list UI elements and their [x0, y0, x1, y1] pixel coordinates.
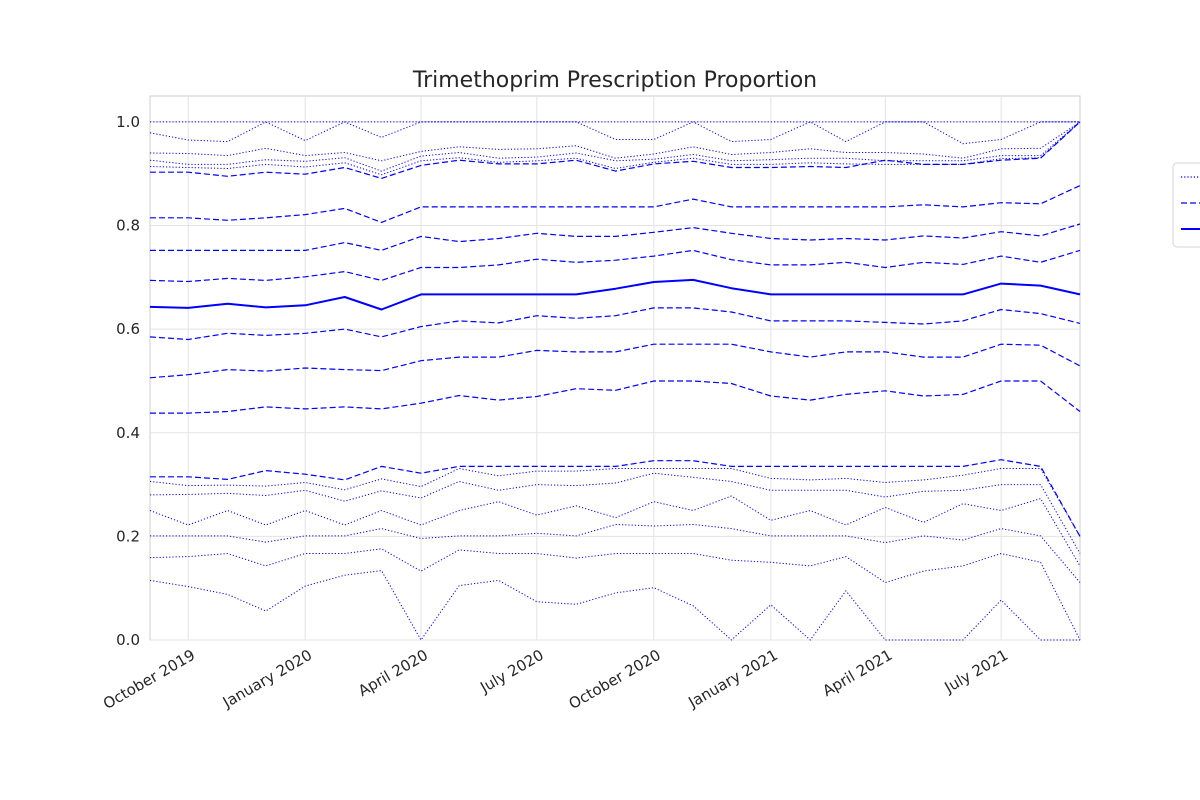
series-line-solid [149, 278, 1081, 311]
y-tick-label: 0.2 [116, 527, 140, 545]
series-line-dashed [150, 185, 1081, 223]
x-tick-label: January 2020 [219, 646, 315, 712]
series-line-dashed [149, 249, 1081, 283]
series-line-dotted [149, 121, 1081, 172]
y-tick-label: 0.0 [116, 631, 140, 649]
x-axis: October 2019 January 2020 April 2020 July 2… [100, 646, 1011, 713]
series-line-dotted [149, 570, 1080, 641]
x-tick-label: January 2021 [685, 646, 781, 712]
x-tick-label: April 2021 [819, 646, 895, 700]
series-line-dashed [150, 380, 1081, 414]
series-line-dashed [149, 343, 1081, 379]
series-line-dotted [149, 472, 1081, 554]
series-line-dotted [149, 121, 1081, 162]
series-line-dashed [149, 307, 1081, 341]
y-tick-label: 0.8 [116, 217, 140, 235]
y-tick-label: 1.0 [116, 113, 140, 131]
series-group [149, 121, 1081, 641]
x-tick-label: October 2019 [100, 646, 198, 713]
series-line-dashed [150, 121, 1081, 179]
series-line-dashed [150, 223, 1081, 251]
series-line-dotted [149, 468, 1081, 537]
x-tick-label: April 2020 [355, 646, 431, 700]
y-axis: 0.0 0.2 0.4 0.6 0.8 1.0 [116, 113, 140, 649]
series-line-dotted [149, 121, 1080, 145]
x-tick-label: July 2020 [476, 646, 546, 697]
x-tick-label: October 2020 [566, 646, 664, 713]
legend-box [1172, 162, 1200, 248]
x-tick-label: July 2021 [941, 646, 1011, 697]
series-line-dashed [150, 459, 1081, 537]
chart-title: Trimethoprim Prescription Proportion [412, 68, 817, 93]
series-line-dotted [150, 524, 1081, 583]
y-tick-label: 0.4 [116, 424, 140, 442]
y-tick-label: 0.6 [116, 320, 140, 338]
legend [1172, 162, 1200, 248]
series-line-dotted [149, 121, 1081, 176]
plot-area [149, 95, 1081, 641]
